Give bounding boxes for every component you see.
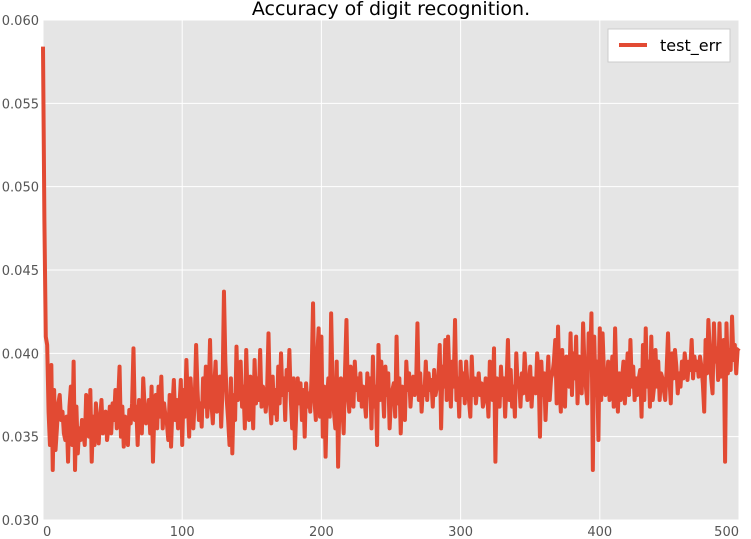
y-tick-label: 0.055 <box>2 97 39 112</box>
x-axis: 0 100 200 300 400 500 <box>43 525 739 539</box>
y-tick-label: 0.030 <box>2 514 39 529</box>
y-axis: 0.030 0.035 0.040 0.045 0.050 0.055 0.060 <box>2 14 39 529</box>
y-tick-label: 0.050 <box>2 181 39 196</box>
x-tick-label: 200 <box>309 525 334 539</box>
y-tick-label: 0.040 <box>2 347 39 362</box>
y-tick-label: 0.060 <box>2 14 39 29</box>
legend: test_err <box>607 28 731 63</box>
series-line-test-err <box>41 46 741 472</box>
y-tick-label: 0.035 <box>2 431 39 446</box>
x-tick-label: 400 <box>587 525 612 539</box>
chart-title: Accuracy of digit recognition. <box>252 0 530 20</box>
x-tick-label: 100 <box>170 525 195 539</box>
x-tick-label: 300 <box>448 525 473 539</box>
grid-lines <box>42 19 740 521</box>
legend-label-test-err: test_err <box>660 36 722 56</box>
series-layer <box>41 46 741 472</box>
x-tick-label: 500 <box>714 525 739 539</box>
x-tick-label: 0 <box>43 525 51 539</box>
y-tick-label: 0.045 <box>2 264 39 279</box>
